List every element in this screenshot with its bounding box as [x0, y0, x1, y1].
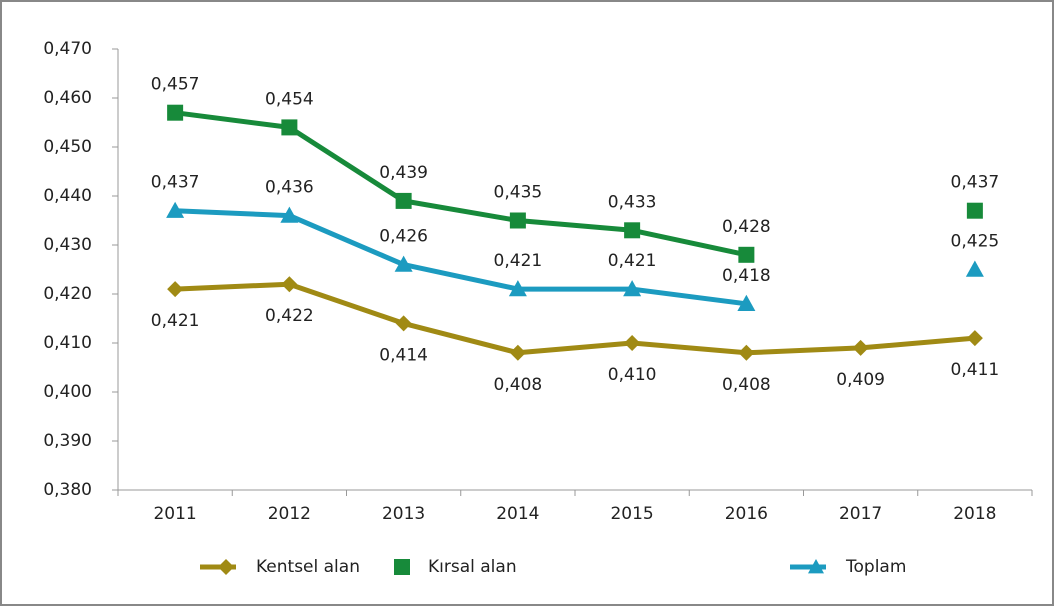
marker — [738, 344, 755, 361]
marker — [280, 206, 299, 223]
data-label: 0,436 — [265, 178, 314, 198]
legend-marker — [394, 559, 410, 575]
legend-marker — [808, 559, 824, 574]
marker — [508, 280, 527, 297]
data-label: 0,439 — [379, 163, 428, 183]
marker — [395, 192, 412, 209]
data-label: 0,425 — [951, 232, 1000, 252]
marker — [167, 104, 184, 121]
y-tick-label: 0,400 — [43, 382, 92, 402]
legend-label: Kırsal alan — [428, 557, 517, 577]
marker — [509, 344, 526, 361]
data-label: 0,454 — [265, 89, 314, 109]
data-label: 0,428 — [722, 217, 771, 237]
marker — [852, 339, 869, 356]
x-tick-label: 2015 — [610, 504, 653, 524]
data-label: 0,421 — [608, 251, 657, 271]
data-label: 0,433 — [608, 192, 657, 212]
data-label: 0,408 — [722, 375, 771, 395]
x-tick-label: 2011 — [153, 504, 196, 524]
marker — [966, 330, 983, 347]
marker — [281, 276, 298, 293]
x-tick-label: 2014 — [496, 504, 539, 524]
marker — [167, 281, 184, 298]
marker — [965, 260, 984, 277]
data-label: 0,408 — [494, 375, 543, 395]
x-tick-label: 2016 — [725, 504, 768, 524]
data-label: 0,421 — [494, 251, 543, 271]
marker — [166, 201, 185, 218]
marker — [281, 119, 298, 136]
data-label: 0,435 — [494, 183, 543, 203]
data-label: 0,411 — [951, 360, 1000, 380]
legend-label: Kentsel alan — [256, 557, 360, 577]
y-tick-label: 0,450 — [43, 137, 92, 157]
data-label: 0,410 — [608, 365, 657, 385]
data-label: 0,421 — [151, 311, 200, 331]
legend-marker — [218, 559, 234, 575]
legend-label: Toplam — [845, 557, 906, 577]
marker — [738, 246, 755, 263]
data-label: 0,426 — [379, 227, 428, 247]
x-tick-label: 2013 — [382, 504, 425, 524]
y-tick-label: 0,420 — [43, 284, 92, 304]
marker — [624, 335, 641, 351]
data-label: 0,422 — [265, 306, 314, 326]
y-tick-label: 0,390 — [43, 431, 92, 451]
y-tick-label: 0,470 — [43, 39, 92, 59]
marker — [394, 255, 413, 272]
series-line — [175, 281, 976, 356]
x-tick-label: 2018 — [953, 504, 996, 524]
y-tick-label: 0,440 — [43, 186, 92, 206]
y-tick-label: 0,430 — [43, 235, 92, 255]
y-tick-label: 0,460 — [43, 88, 92, 108]
x-tick-label: 2017 — [839, 504, 882, 524]
marker — [623, 280, 642, 297]
data-label: 0,437 — [151, 173, 200, 193]
marker — [966, 202, 983, 219]
data-label: 0,418 — [722, 266, 771, 286]
data-label: 0,437 — [951, 173, 1000, 193]
y-tick-label: 0,380 — [43, 480, 92, 500]
x-tick-label: 2012 — [268, 504, 311, 524]
data-label: 0,409 — [836, 370, 885, 390]
marker — [509, 212, 526, 229]
marker — [737, 294, 756, 311]
data-label: 0,457 — [151, 75, 200, 95]
marker — [624, 222, 641, 239]
y-tick-label: 0,410 — [43, 333, 92, 353]
data-label: 0,414 — [379, 345, 428, 365]
marker — [395, 315, 412, 332]
